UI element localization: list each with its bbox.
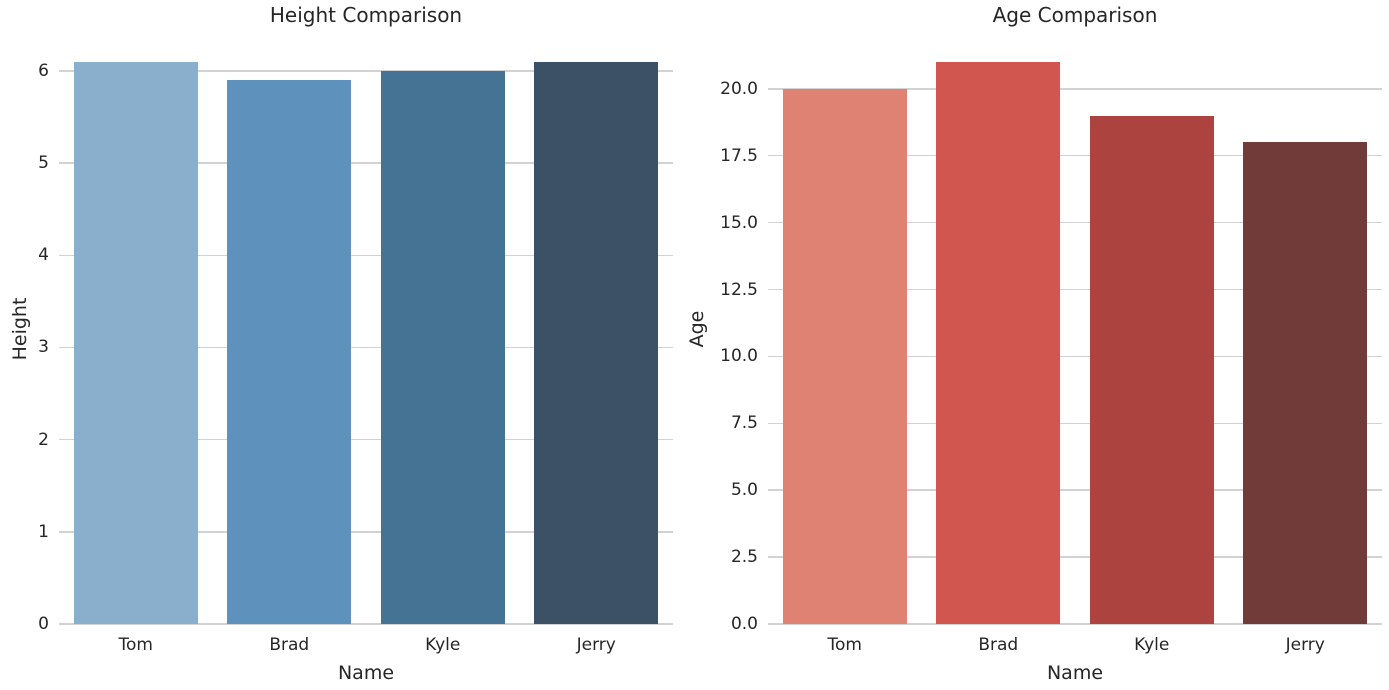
gridline xyxy=(59,531,673,533)
x-tick-label: Brad xyxy=(269,635,310,655)
y-tick-label: 5.0 xyxy=(730,480,758,501)
gridline xyxy=(768,422,1382,425)
y-tick-label: 5 xyxy=(38,153,49,174)
y-tick-label: 4 xyxy=(38,245,49,266)
y-tick-label: 0.0 xyxy=(730,614,758,634)
age-chart: Age Comparison Age 0.0 2.5 5.0 7.5 10.0 12.5 1… xyxy=(686,3,1382,684)
bar-brad xyxy=(227,80,352,624)
bar-jerry xyxy=(534,61,659,624)
gridline xyxy=(768,355,1382,358)
y-tick-label: 2 xyxy=(38,429,49,450)
y-tick-label: 7.5 xyxy=(730,413,758,434)
y-axis-label: Age xyxy=(686,310,708,348)
gridline xyxy=(768,221,1382,224)
x-tick-label: Tom xyxy=(827,635,862,655)
x-tick-label: Tom xyxy=(118,635,153,655)
y-tick-label: 20.0 xyxy=(720,78,758,99)
bar-brad xyxy=(936,62,1061,624)
y-tick-label: 1 xyxy=(38,521,49,542)
chart-title: Age Comparison xyxy=(992,3,1158,27)
plot-area: 0 1 2 3 4 5 6 xyxy=(38,34,673,634)
gridline xyxy=(768,489,1382,491)
y-tick-label: 10.0 xyxy=(720,346,758,367)
bar-tom xyxy=(73,61,198,624)
gridline xyxy=(59,254,673,256)
x-tick-labels: Tom Brad Kyle Jerry xyxy=(768,635,1382,655)
gridline xyxy=(59,70,673,72)
y-tick-label: 15.0 xyxy=(720,212,758,233)
gridline xyxy=(59,623,673,625)
gridline xyxy=(59,438,673,441)
x-axis-label: Name xyxy=(337,662,395,684)
y-tick-label: 17.5 xyxy=(720,145,758,166)
x-tick-labels: Tom Brad Kyle Jerry xyxy=(59,635,673,655)
height-chart: Height Comparison Height 0 1 2 3 4 5 6 Tom Brad… xyxy=(9,3,673,684)
x-tick-label: Brad xyxy=(978,635,1019,655)
x-tick-label: Kyle xyxy=(1134,635,1170,655)
y-tick-label: 12.5 xyxy=(720,279,758,300)
y-tick-label: 0 xyxy=(38,614,49,634)
gridline xyxy=(768,623,1382,625)
y-tick-label: 3 xyxy=(38,337,49,358)
x-axis-label: Name xyxy=(1046,662,1104,684)
bar-tom xyxy=(782,88,907,624)
gridline xyxy=(768,154,1382,157)
bar-kyle xyxy=(380,70,505,624)
x-tick-label: Kyle xyxy=(425,635,461,655)
gridline xyxy=(59,346,673,349)
bar-jerry xyxy=(1243,142,1368,624)
gridline xyxy=(768,288,1382,291)
y-tick-label: 2.5 xyxy=(730,547,758,568)
x-tick-label: Jerry xyxy=(1285,635,1325,655)
y-axis-label: Height xyxy=(9,297,31,361)
x-tick-label: Jerry xyxy=(576,635,616,655)
gridline xyxy=(768,88,1382,90)
chart-title: Height Comparison xyxy=(269,3,463,27)
bar-kyle xyxy=(1089,115,1214,624)
gridline xyxy=(768,556,1382,558)
gridline xyxy=(59,162,673,164)
y-tick-label: 6 xyxy=(38,60,49,81)
plot-area: 0.0 2.5 5.0 7.5 10.0 12.5 15.0 17.5 20.0 xyxy=(720,34,1382,634)
